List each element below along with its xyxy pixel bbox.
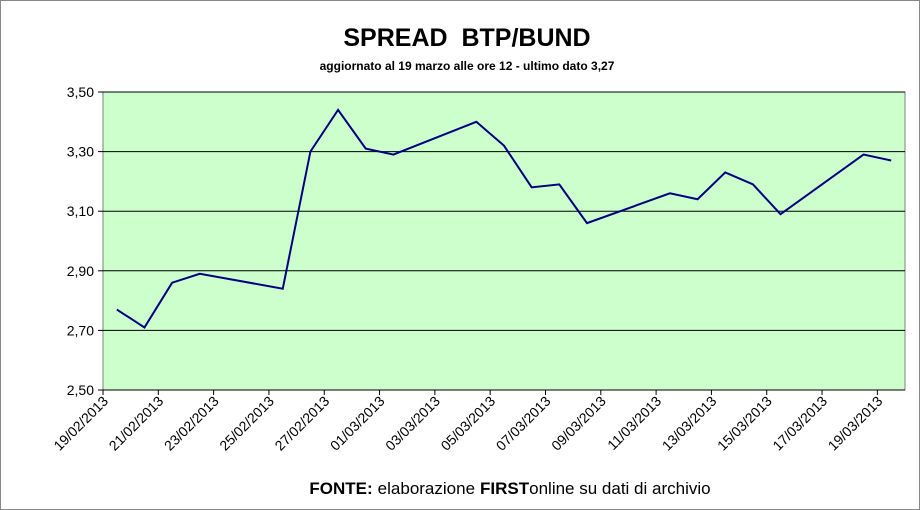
y-tick-label: 3,50 bbox=[67, 84, 94, 100]
data-line bbox=[116, 108, 892, 329]
chart-subtitle: aggiornato al 19 marzo alle ore 12 - ult… bbox=[320, 59, 615, 73]
y-tick-label: 2,90 bbox=[67, 263, 94, 279]
y-tick-label: 3,10 bbox=[67, 203, 94, 219]
footer-part: FIRST bbox=[480, 479, 530, 498]
y-tick-label: 2,50 bbox=[67, 382, 94, 398]
plot-area bbox=[102, 91, 906, 391]
footer-part: online su dati di archivio bbox=[529, 479, 710, 498]
y-tick-label: 3,30 bbox=[67, 144, 94, 160]
footer-part: FONTE: bbox=[309, 479, 372, 498]
footer-part: elaborazione bbox=[378, 479, 475, 498]
chart-title: SPREAD BTP/BUND bbox=[343, 24, 590, 52]
footer: FONTE: elaborazione FIRSTonline su dati di… bbox=[309, 479, 710, 498]
y-tick-label: 2,70 bbox=[67, 322, 94, 338]
